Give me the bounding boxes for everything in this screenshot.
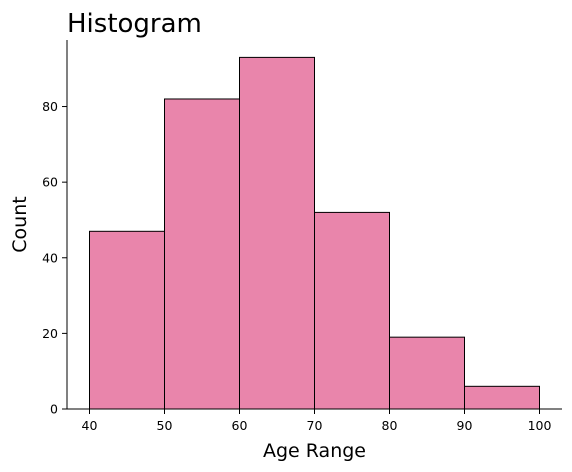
y-tick-label-80: 80 [42, 99, 58, 114]
histogram-bar-40-50 [89, 230, 165, 410]
x-tick-label-70: 70 [307, 418, 323, 433]
histogram-bar-50-60 [164, 98, 240, 410]
y-tick-label-20: 20 [42, 326, 58, 341]
x-tick-label-60: 60 [232, 418, 248, 433]
histogram-bar-90-100 [464, 385, 540, 410]
chart-title: Histogram [67, 9, 202, 39]
y-tick-label-60: 60 [42, 175, 58, 190]
x-tick-label-80: 80 [382, 418, 398, 433]
y-tick-label-40: 40 [42, 250, 58, 265]
x-tick-label-100: 100 [528, 418, 552, 433]
x-tick-label-40: 40 [82, 418, 98, 433]
histogram-bar-80-90 [389, 336, 465, 410]
x-tick-label-90: 90 [457, 418, 473, 433]
y-ticks-group: 0 20 40 60 80 [42, 99, 67, 417]
x-axis-label: Age Range [263, 440, 366, 462]
y-tick-label-0: 0 [50, 402, 58, 417]
x-ticks-group: 40 50 60 70 80 90 100 [82, 409, 552, 433]
histogram-bar-60-70 [239, 56, 315, 410]
x-tick-label-50: 50 [157, 418, 173, 433]
y-axis-label: Count [9, 196, 31, 252]
bars-group [89, 56, 540, 410]
histogram-bar-70-80 [314, 211, 390, 410]
